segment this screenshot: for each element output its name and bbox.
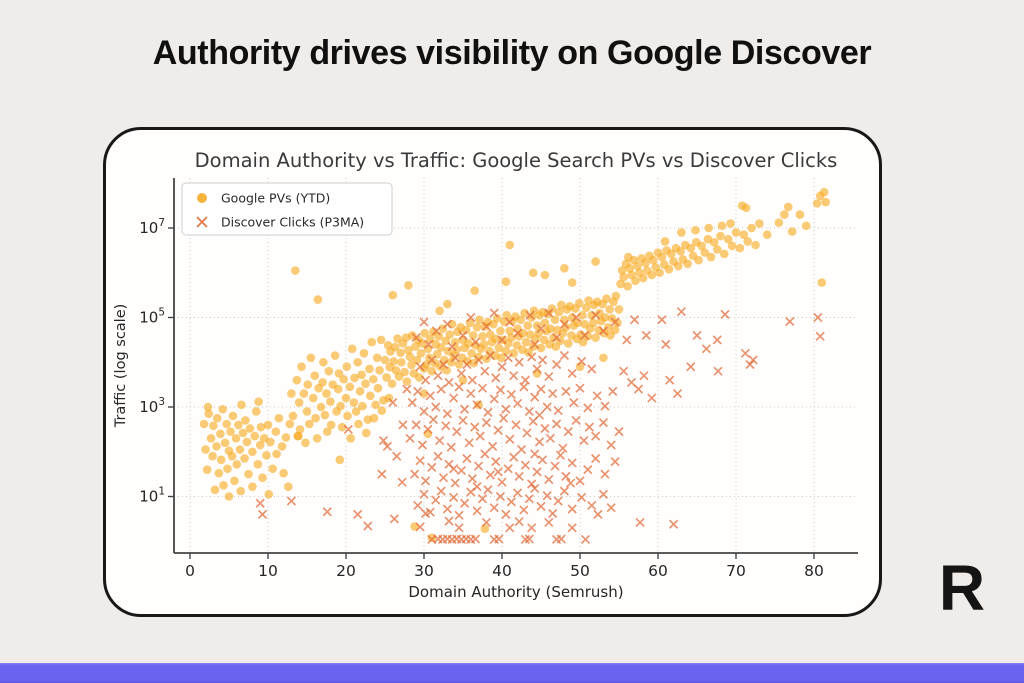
legend-marker-x [196,216,208,228]
x-axis: 0 10 20 30 40 50 60 70 80 [185,553,824,580]
footer-accent-bar [0,663,1024,683]
scatter-plot: 0 10 20 30 40 50 60 70 80 101 103 105 107 Domain Auth… [113,149,858,601]
y-tick-label: 103 [139,396,165,416]
legend: Google PVs (YTD) Discover Clicks (P3MA) [181,182,393,236]
legend-label-discover-clicks: Discover Clicks (P3MA) [221,215,364,230]
x-tick-label: 10 [258,562,278,580]
y-tick-label: 105 [139,307,165,327]
series-discover-clicks [255,307,825,545]
x-tick-label: 70 [726,562,746,580]
x-tick-label: 0 [185,562,195,580]
legend-marker-circle [197,193,207,203]
x-tick-label: 80 [804,562,824,580]
series-google-pvs [199,187,830,542]
chart-title: Domain Authority vs Traffic: Google Sear… [195,149,838,172]
page-title: Authority drives visibility on Google Di… [152,34,872,72]
legend-label-google-pvs: Google PVs (YTD) [221,191,330,206]
y-tick-label: 107 [139,217,165,237]
x-tick-label: 60 [648,562,668,580]
x-axis-title: Domain Authority (Semrush) [408,583,623,601]
x-tick-label: 20 [336,562,356,580]
x-tick-label: 30 [414,562,434,580]
x-tick-label: 50 [570,562,590,580]
y-axis: 101 103 105 107 [139,217,174,506]
y-tick-label: 101 [139,486,165,506]
chart-card: 0 10 20 30 40 50 60 70 80 101 103 105 107 Domain Auth… [103,127,882,617]
y-axis-title: Traffic (log scale) [113,304,129,429]
brand-letter: R [938,552,986,624]
x-tick-label: 40 [492,562,512,580]
axes [173,178,858,554]
